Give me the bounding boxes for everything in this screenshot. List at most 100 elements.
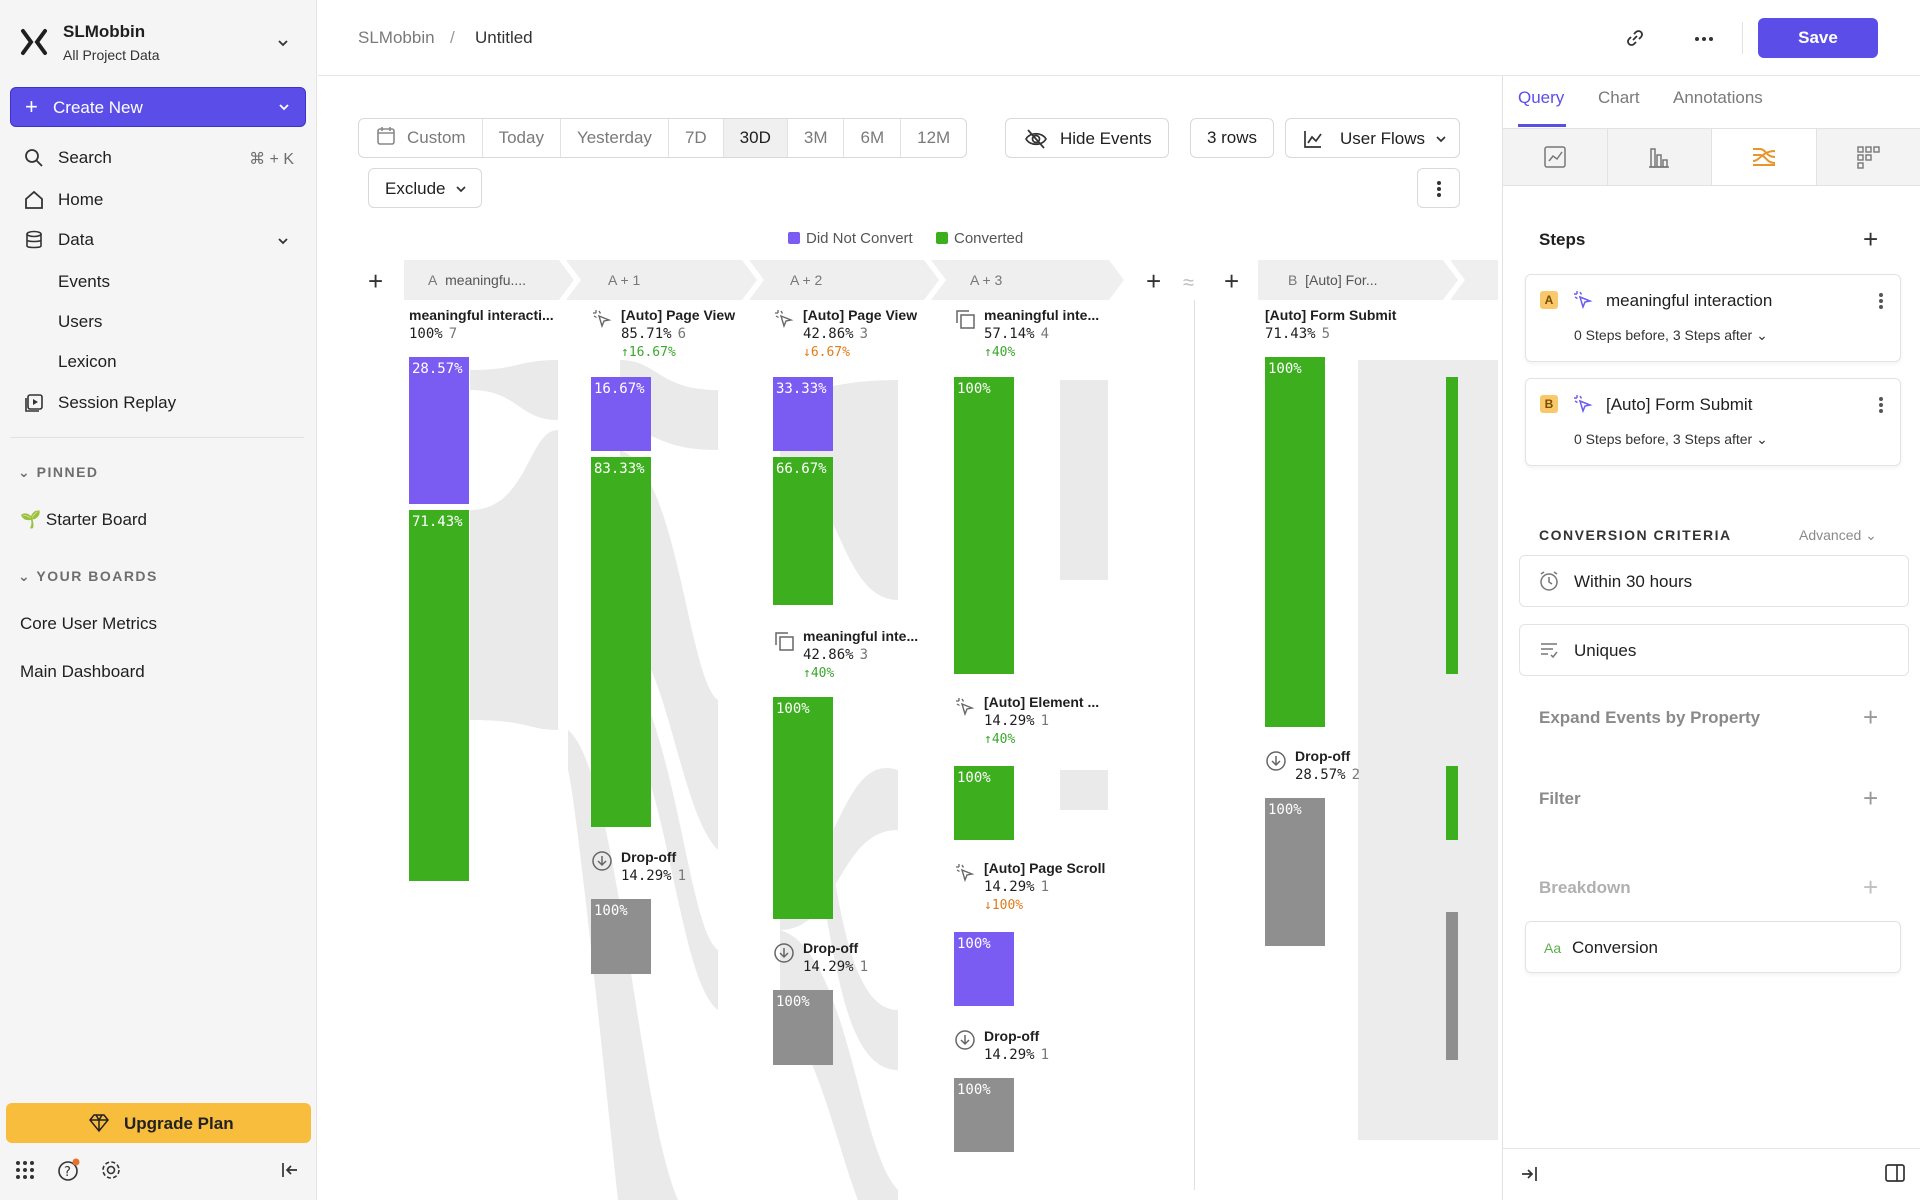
flow-node[interactable]: [Auto] Element ... 14.29% 1 ↑40% (984, 694, 1099, 747)
tab-query[interactable]: Query (1518, 88, 1565, 107)
add-step-before-button[interactable]: + (368, 266, 384, 296)
sidebar-item-session-replay[interactable]: Session Replay (20, 388, 300, 418)
node-delta: ↑40% (803, 666, 835, 681)
flow-node[interactable]: [Auto] Page View 42.86% 3 ↓6.67% (803, 307, 917, 360)
tab-chart[interactable]: Chart (1598, 88, 1640, 107)
step-range-selector[interactable]: 0 Steps before, 3 Steps after ⌄ (1574, 327, 1768, 344)
breadcrumb-root[interactable]: SLMobbin (358, 28, 435, 47)
collapse-gap-icon[interactable]: ≈ (1183, 272, 1194, 294)
advanced-toggle[interactable]: Advanced ⌄ (1799, 527, 1877, 544)
board-main-dashboard[interactable]: Main Dashboard (20, 662, 145, 681)
sidebar-item-users[interactable]: Users (58, 312, 103, 331)
range-30d[interactable]: 30D (723, 119, 788, 157)
create-new-button[interactable]: + Create New (10, 87, 306, 127)
tab-annotations[interactable]: Annotations (1673, 88, 1763, 107)
range-3m[interactable]: 3M (788, 119, 845, 157)
step-header-a3[interactable]: A + 3 (970, 272, 1003, 288)
step-range-label: 0 Steps before, 3 Steps after (1574, 327, 1753, 343)
flow-bar-segment[interactable]: 16.67% (591, 377, 651, 451)
step-range-selector[interactable]: 0 Steps before, 3 Steps after ⌄ (1574, 431, 1768, 448)
flow-node-drop-off[interactable]: Drop-off 14.29% 1 (984, 1028, 1049, 1063)
apps-grid-icon[interactable] (14, 1159, 36, 1181)
flow-bar-segment[interactable]: 66.67% (773, 457, 833, 605)
flow-bar-segment[interactable]: 28.57% (409, 357, 469, 504)
flow-node[interactable]: meaningful interacti... 100% 7 (409, 307, 554, 342)
node-title: Drop-off (621, 849, 677, 865)
flow-node[interactable]: meaningful inte... 57.14% 4 ↑40% (984, 307, 1099, 360)
link-icon[interactable] (1624, 27, 1646, 49)
flow-bar-segment[interactable]: 100% (954, 766, 1014, 840)
boards-section-header[interactable]: ⌄ YOUR BOARDS (18, 568, 158, 585)
step-header-a1[interactable]: A + 1 (608, 272, 641, 288)
upgrade-plan-button[interactable]: Upgrade Plan (6, 1103, 311, 1143)
flow-node[interactable]: [Auto] Page Scroll 14.29% 1 ↓100% (984, 860, 1105, 913)
range-today[interactable]: Today (483, 119, 561, 157)
report-type-retention[interactable] (1816, 129, 1920, 185)
more-horizontal-icon[interactable] (1694, 36, 1714, 42)
step-header-b[interactable]: B [Auto] For... (1258, 260, 1378, 300)
hide-events-button[interactable]: Hide Events (1005, 118, 1169, 158)
more-vertical-icon[interactable] (1878, 395, 1884, 415)
pinned-item-starter-board[interactable]: 🌱 Starter Board (20, 510, 147, 530)
rows-selector[interactable]: 3 rows (1190, 118, 1274, 158)
flow-bar-segment[interactable]: 100% (954, 932, 1014, 1006)
view-selector[interactable]: User Flows (1285, 118, 1460, 158)
range-12m[interactable]: 12M (917, 128, 951, 147)
add-breakdown-button[interactable]: + (1863, 872, 1879, 902)
help-icon[interactable]: ? (57, 1158, 81, 1182)
flow-node[interactable]: [Auto] Page View 85.71% 6 ↑16.67% (621, 307, 735, 360)
flow-bar-segment[interactable]: 100% (591, 899, 651, 974)
flow-bar-segment[interactable]: 83.33% (591, 457, 651, 827)
board-core-user-metrics[interactable]: Core User Metrics (20, 614, 157, 633)
save-button[interactable]: Save (1758, 18, 1878, 58)
step-card-a[interactable]: A meaningful interaction 0 Steps before,… (1525, 274, 1901, 362)
step-header-a2[interactable]: A + 2 (790, 272, 823, 288)
split-view-icon[interactable] (1883, 1161, 1907, 1185)
add-step-before-b-button[interactable]: + (1224, 266, 1240, 296)
step-card-b[interactable]: B [Auto] Form Submit 0 Steps before, 3 S… (1525, 378, 1901, 466)
add-step-after-button[interactable]: + (1146, 266, 1162, 296)
org-switcher[interactable]: SLMobbin All Project Data (20, 22, 300, 68)
range-yesterday[interactable]: Yesterday (561, 119, 669, 157)
range-6m[interactable]: 6M (844, 119, 902, 157)
counting-method-selector[interactable]: Uniques (1519, 624, 1909, 676)
exclude-button[interactable]: Exclude (368, 168, 482, 208)
more-vertical-icon[interactable] (1878, 291, 1884, 311)
expand-panel-icon[interactable] (1519, 1164, 1539, 1184)
flow-bar-segment[interactable]: 100% (1265, 798, 1325, 946)
flow-node[interactable]: [Auto] Form Submit 71.43% 5 (1265, 307, 1396, 342)
conversion-window-selector[interactable]: Within 30 hours (1519, 555, 1909, 607)
range-7d[interactable]: 7D (669, 119, 724, 157)
add-expand-property-button[interactable]: + (1863, 702, 1879, 732)
flow-node-drop-off[interactable]: Drop-off 14.29% 1 (803, 940, 868, 975)
collapse-sidebar-icon[interactable] (280, 1160, 300, 1180)
flow-bar-segment[interactable]: 100% (773, 990, 833, 1065)
add-step-button[interactable]: + (1863, 224, 1879, 254)
flow-bar-segment[interactable]: 100% (954, 377, 1014, 674)
sidebar-item-lexicon[interactable]: Lexicon (58, 352, 117, 371)
report-type-insights[interactable] (1503, 129, 1608, 185)
query-panel: Query Chart Annotations Steps + A meanin… (1502, 76, 1920, 1200)
breakdown-chip[interactable]: Aa Conversion (1525, 921, 1901, 973)
sidebar-item-events[interactable]: Events (58, 272, 110, 291)
breadcrumb-current[interactable]: Untitled (475, 28, 533, 47)
more-options-button[interactable] (1417, 168, 1460, 208)
report-type-flows[interactable] (1712, 129, 1817, 185)
flow-bar-segment[interactable]: 71.43% (409, 510, 469, 881)
flow-node[interactable]: meaningful inte... 42.86% 3 ↑40% (803, 628, 918, 681)
sidebar-item-search[interactable]: Search ⌘ + K (20, 143, 300, 173)
flow-bar-segment[interactable]: 100% (773, 697, 833, 919)
sidebar-item-home[interactable]: Home (20, 185, 300, 215)
sidebar-item-data[interactable]: Data (20, 225, 300, 255)
report-type-funnels[interactable] (1607, 129, 1712, 185)
flow-node-drop-off[interactable]: Drop-off 28.57% 2 (1295, 748, 1360, 783)
gear-icon[interactable] (100, 1159, 122, 1181)
flow-bar-segment[interactable]: 100% (954, 1078, 1014, 1152)
step-header-a[interactable]: A meaningfu.... (404, 260, 526, 300)
flow-bar-segment[interactable]: 33.33% (773, 377, 833, 451)
flow-node-drop-off[interactable]: Drop-off 14.29% 1 (621, 849, 686, 884)
add-filter-button[interactable]: + (1863, 783, 1879, 813)
pinned-section-header[interactable]: ⌄ PINNED (18, 464, 99, 481)
range-custom[interactable]: Custom (359, 119, 483, 157)
flow-bar-segment[interactable]: 100% (1265, 357, 1325, 727)
